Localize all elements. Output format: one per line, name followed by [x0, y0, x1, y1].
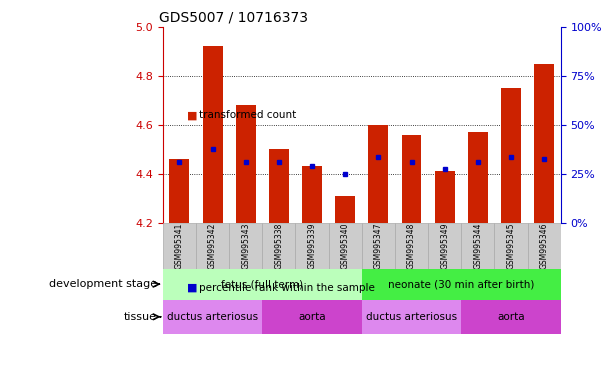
Text: GSM995349: GSM995349: [440, 222, 449, 269]
Bar: [395, 223, 428, 269]
Bar: [196, 223, 229, 269]
Bar: [368, 125, 388, 223]
Bar: [163, 223, 196, 269]
Bar: [362, 223, 395, 269]
Text: ■: ■: [187, 110, 197, 120]
Bar: [501, 88, 521, 223]
Bar: [269, 149, 289, 223]
Bar: [236, 105, 256, 223]
Text: GSM995341: GSM995341: [175, 223, 184, 269]
Bar: [534, 64, 554, 223]
Bar: [163, 300, 262, 334]
Text: percentile rank within the sample: percentile rank within the sample: [199, 283, 375, 293]
Text: fetus (full term): fetus (full term): [221, 279, 303, 289]
Bar: [461, 300, 561, 334]
Bar: [468, 132, 488, 223]
Bar: [362, 269, 561, 300]
Text: ductus arteriosus: ductus arteriosus: [167, 312, 258, 322]
Text: GSM995346: GSM995346: [540, 222, 549, 269]
Bar: [494, 223, 528, 269]
Text: GSM995348: GSM995348: [407, 223, 416, 269]
Bar: [169, 159, 189, 223]
Text: ductus arteriosus: ductus arteriosus: [366, 312, 457, 322]
Text: GSM995338: GSM995338: [274, 223, 283, 269]
Text: GDS5007 / 10716373: GDS5007 / 10716373: [159, 10, 308, 24]
Text: GSM995342: GSM995342: [208, 223, 217, 269]
Text: GSM995347: GSM995347: [374, 222, 383, 269]
Text: GSM995340: GSM995340: [341, 222, 350, 269]
Text: GSM995339: GSM995339: [308, 222, 317, 269]
Text: neonate (30 min after birth): neonate (30 min after birth): [388, 279, 534, 289]
Text: GSM995344: GSM995344: [473, 222, 482, 269]
Text: GSM995343: GSM995343: [241, 222, 250, 269]
Text: aorta: aorta: [497, 312, 525, 322]
Bar: [528, 223, 561, 269]
Bar: [335, 196, 355, 223]
Bar: [295, 223, 329, 269]
Text: ■: ■: [187, 283, 197, 293]
Bar: [428, 223, 461, 269]
Bar: [163, 269, 362, 300]
Text: aorta: aorta: [298, 312, 326, 322]
Text: GSM995345: GSM995345: [507, 222, 516, 269]
Bar: [402, 134, 421, 223]
Bar: [435, 171, 455, 223]
Text: tissue: tissue: [124, 312, 157, 322]
Text: transformed count: transformed count: [199, 110, 296, 120]
Bar: [302, 166, 322, 223]
Text: development stage: development stage: [49, 279, 157, 289]
Bar: [362, 300, 461, 334]
Bar: [229, 223, 262, 269]
Bar: [262, 300, 362, 334]
Bar: [262, 223, 295, 269]
Bar: [461, 223, 494, 269]
Bar: [329, 223, 362, 269]
Bar: [203, 46, 223, 223]
